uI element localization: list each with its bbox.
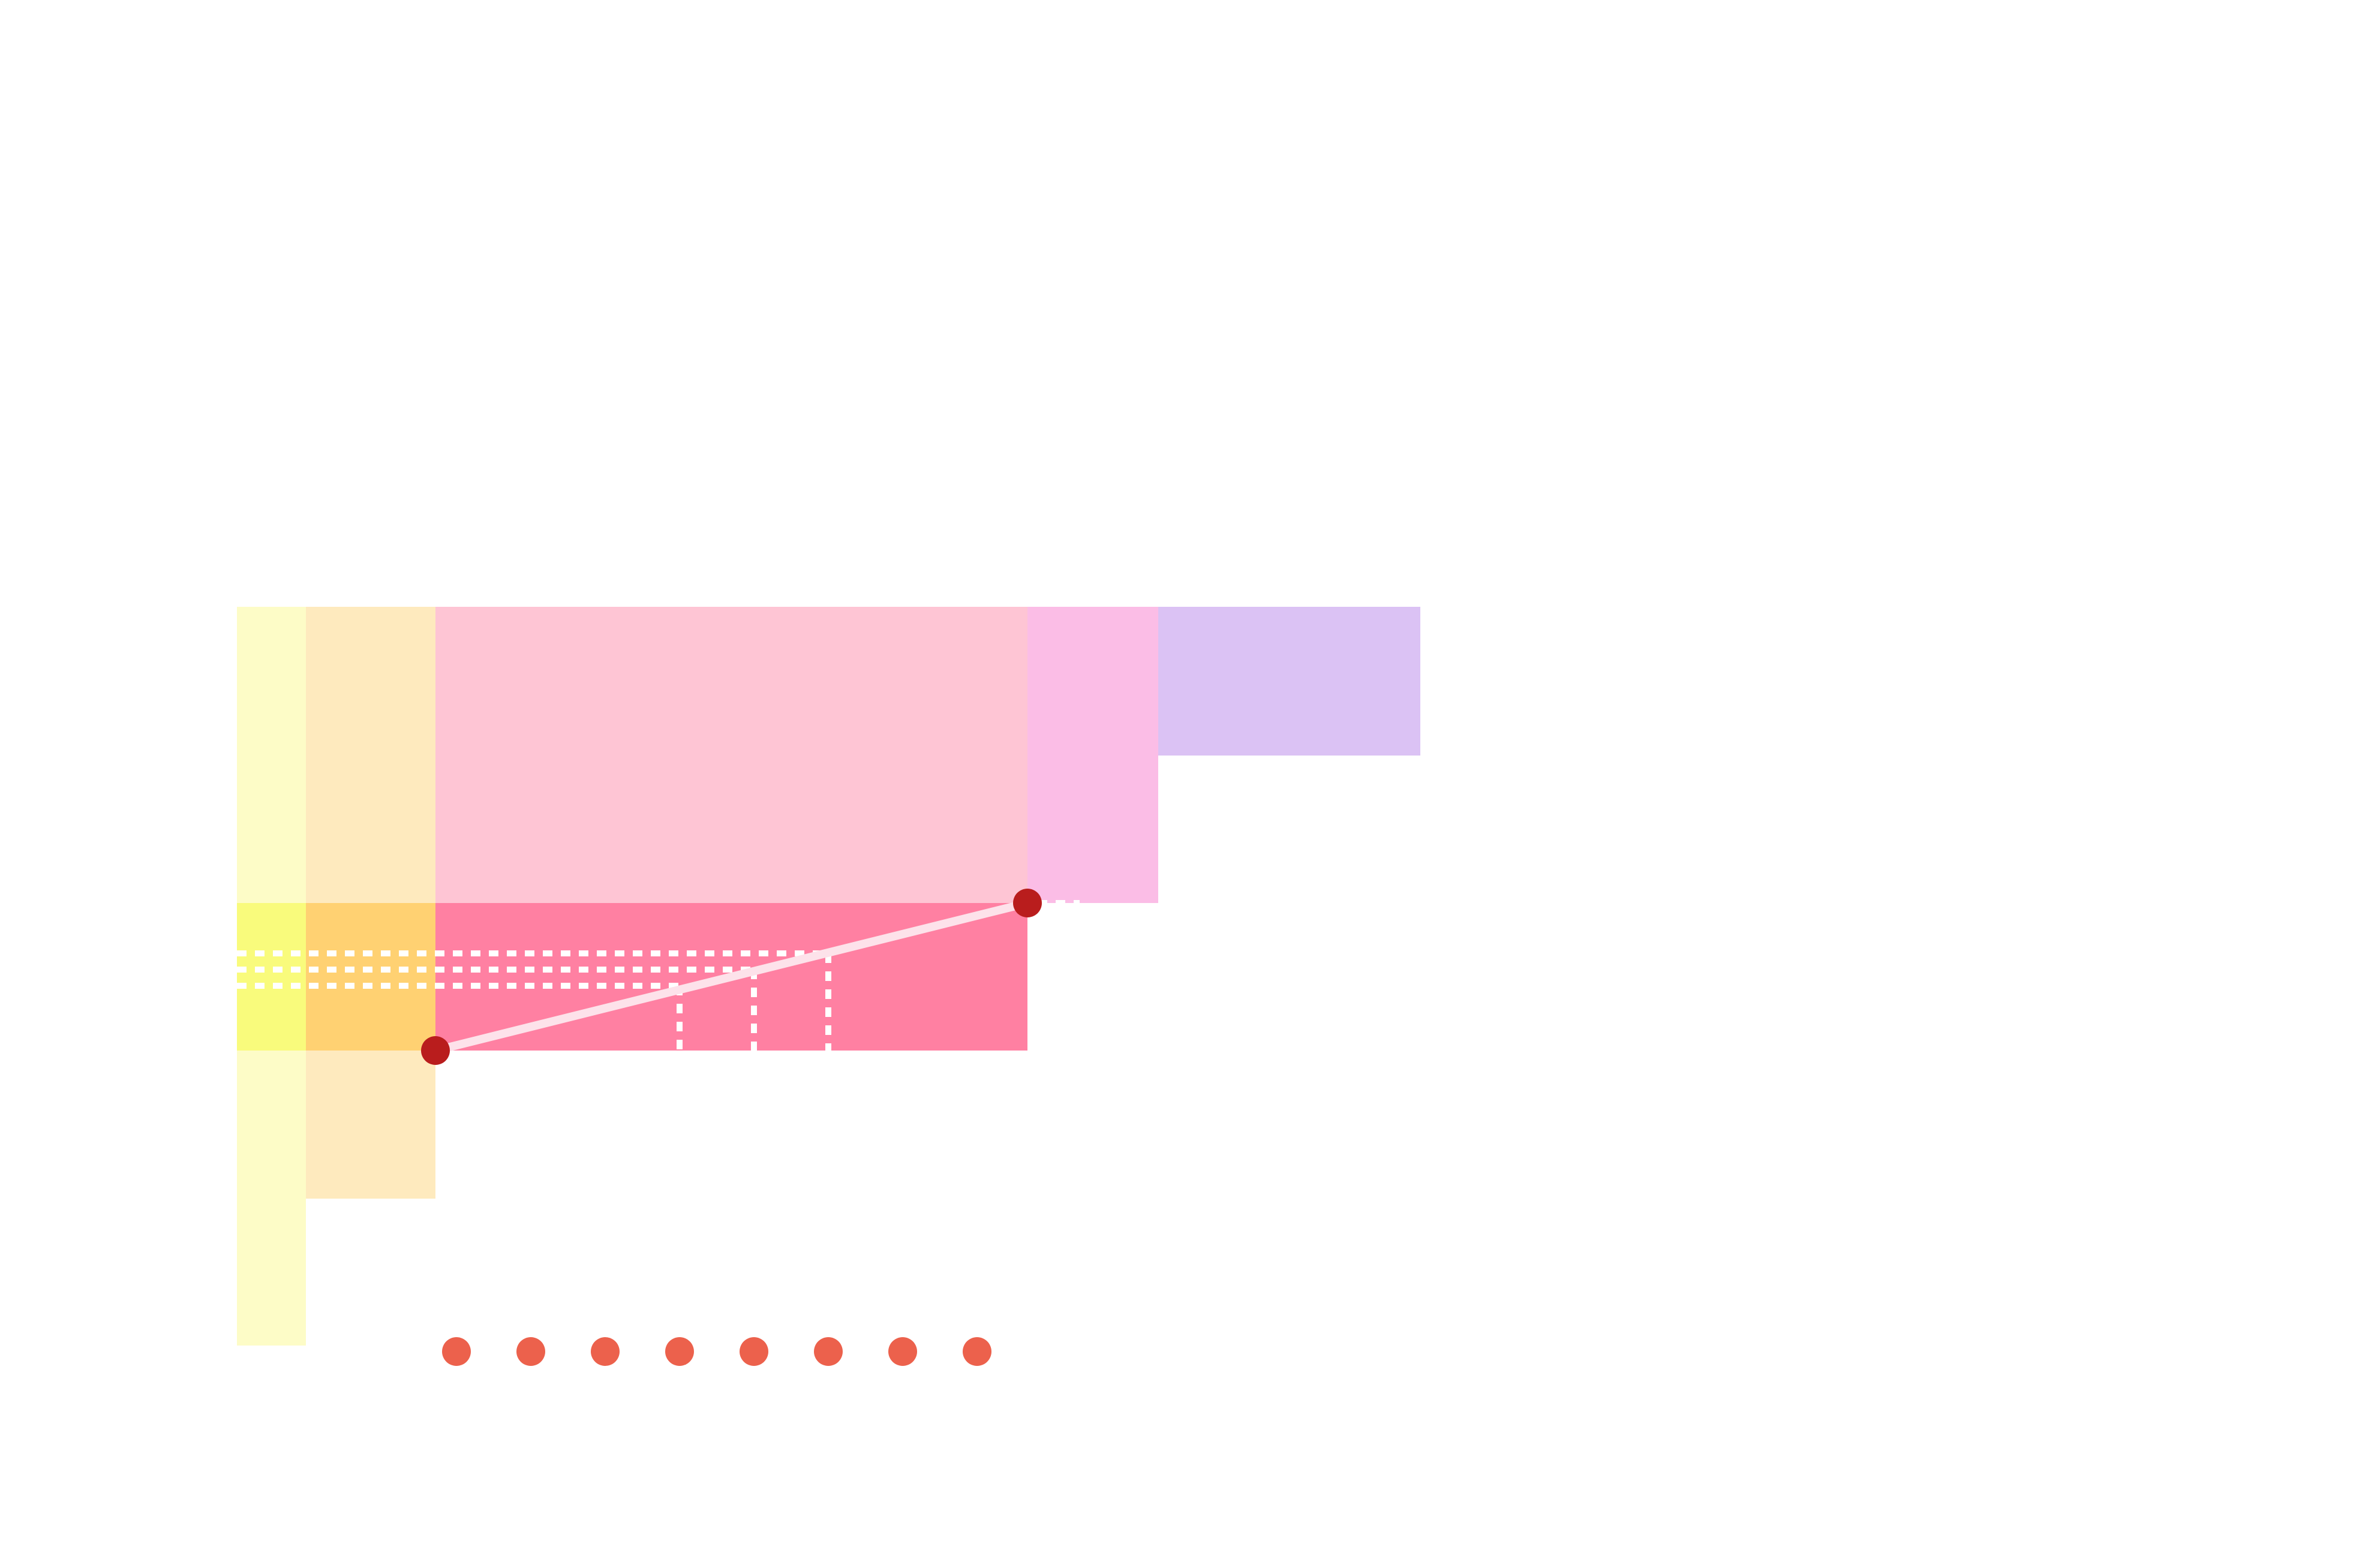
bright-yellow-band xyxy=(237,903,306,1051)
row-dot xyxy=(516,1337,545,1366)
pale-magenta-block xyxy=(1027,607,1158,903)
row-dot xyxy=(740,1337,768,1366)
pale-peach-column xyxy=(306,607,435,1199)
row-dot xyxy=(888,1337,917,1366)
row-dot xyxy=(442,1337,471,1366)
bright-orange-band xyxy=(306,903,435,1051)
row-dot xyxy=(814,1337,843,1366)
pale-purple-block xyxy=(1158,607,1420,756)
connector-line xyxy=(431,899,1032,1055)
upper-right-endpoint xyxy=(1013,889,1042,917)
row-of-dots xyxy=(442,1337,991,1366)
row-dot xyxy=(963,1337,991,1366)
row-dot xyxy=(665,1337,694,1366)
lower-left-endpoint xyxy=(421,1036,450,1065)
pale-pink-block xyxy=(435,607,1027,903)
row-dot xyxy=(591,1337,620,1366)
